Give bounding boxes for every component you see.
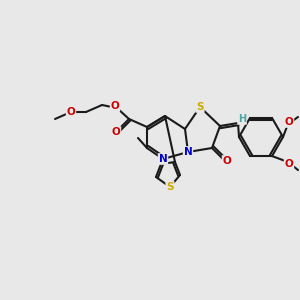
Text: O: O bbox=[112, 127, 120, 137]
Text: S: S bbox=[166, 182, 174, 192]
Text: H: H bbox=[238, 114, 246, 124]
Text: S: S bbox=[196, 102, 204, 112]
Text: O: O bbox=[285, 159, 293, 169]
Text: O: O bbox=[111, 101, 119, 111]
Text: O: O bbox=[223, 156, 231, 166]
Text: O: O bbox=[285, 117, 293, 127]
Text: N: N bbox=[159, 154, 167, 164]
Text: O: O bbox=[67, 107, 75, 117]
Text: N: N bbox=[184, 147, 192, 157]
